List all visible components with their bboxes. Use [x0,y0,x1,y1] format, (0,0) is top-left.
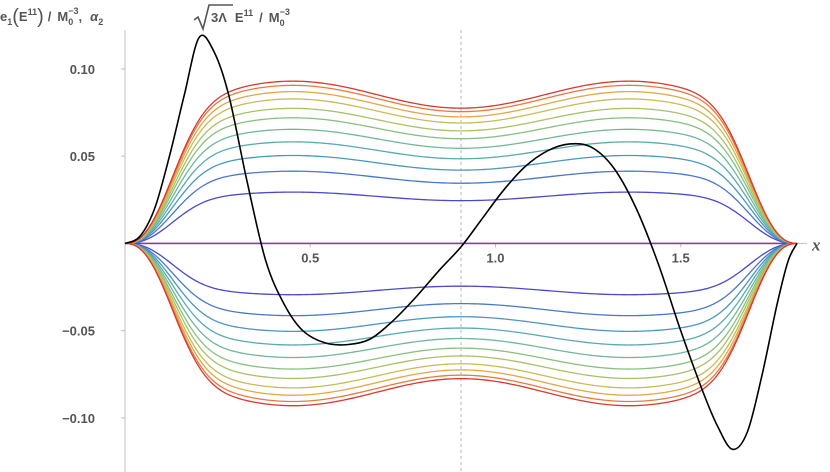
y-title-E2: E [235,10,244,25]
y-title-slash-2: / [259,10,263,25]
y-title-slash: / [48,9,52,24]
black-curve [124,34,798,451]
svg-text:e1(E11)/M0−3,α2: e1(E11) / M0−3, α2 [0,6,103,28]
family-curve-lower-3 [124,242,798,333]
sqrt-sign-icon [193,4,233,32]
y-title-supm3-2: −3 [280,7,290,17]
y-tick-label: 0.05 [70,149,95,164]
x-tick-label: 0.5 [301,250,319,265]
series-layer [124,34,798,451]
y-title-comma: , [79,9,83,24]
y-tick-label: 0.10 [70,62,95,77]
family-curve-upper-9 [124,90,798,245]
family-curve-lower-4 [124,242,798,346]
y-title-sub0: 0 [68,17,73,27]
y-title-paren-close: ) [37,6,44,28]
x-tick-label: 1.0 [486,250,504,265]
y-tick-label: −0.10 [62,411,95,426]
family-curve-upper-10 [124,84,798,245]
family-curve-lower-7 [124,242,798,380]
family-curve-lower-9 [124,242,798,396]
family-curve-lower-8 [124,242,798,389]
y-axis-title: e1(E11) / M0−3, α2 3Λ E11/M0−3 [0,4,290,32]
family-curve-lower-6 [124,242,798,370]
family-curve-lower-2 [124,242,798,317]
y-title-paren-open: ( [12,6,19,28]
x-axis-title: x [811,235,821,254]
family-curve-lower-10 [124,242,798,403]
family-curve-upper-8 [124,98,798,245]
y-title-sub1: 1 [7,17,12,27]
y-title-supm3: −3 [68,6,78,16]
y-title-M2: M [269,10,280,25]
family-curve-upper-11 [124,80,798,245]
family-curve-upper-6 [124,117,798,245]
family-curve-upper-3 [124,154,798,245]
ticks: 0.5 1.0 1.5 0.10 0.05 −0.05 −0.10 [62,62,690,426]
y-tick-label: −0.05 [62,324,95,339]
y-title-sup11-2: 11 [244,8,254,18]
family-curve-upper-4 [124,141,798,245]
y-title-alpha: α [90,9,99,24]
y-title-sup11: 11 [28,7,38,17]
y-title-e: e [0,9,7,24]
family-curve-upper-7 [124,107,798,245]
family-curve-upper-1 [124,191,798,245]
family-curve-lower-11 [124,242,798,407]
y-title-root-arg: 3Λ [211,10,227,25]
family-curve-lower-1 [124,242,798,296]
y-title-sub0-2: 0 [280,18,285,28]
y-title-sub2: 2 [98,17,103,27]
y-title-E: E [19,9,28,24]
family-curve-upper-2 [124,170,798,245]
x-tick-label: 1.5 [672,250,690,265]
y-title-M: M [57,9,68,24]
family-curve-lower-5 [124,242,798,359]
